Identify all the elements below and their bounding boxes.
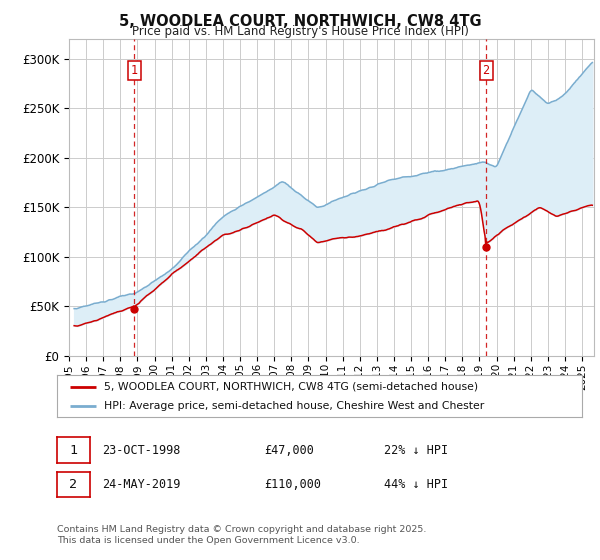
Text: 5, WOODLEA COURT, NORTHWICH, CW8 4TG (semi-detached house): 5, WOODLEA COURT, NORTHWICH, CW8 4TG (se… (104, 381, 478, 391)
Text: 24-MAY-2019: 24-MAY-2019 (102, 478, 181, 491)
Text: Contains HM Land Registry data © Crown copyright and database right 2025.
This d: Contains HM Land Registry data © Crown c… (57, 525, 427, 545)
Text: 1: 1 (70, 444, 77, 457)
Text: 5, WOODLEA COURT, NORTHWICH, CW8 4TG: 5, WOODLEA COURT, NORTHWICH, CW8 4TG (119, 14, 481, 29)
Text: 22% ↓ HPI: 22% ↓ HPI (384, 444, 448, 457)
Text: HPI: Average price, semi-detached house, Cheshire West and Chester: HPI: Average price, semi-detached house,… (104, 401, 485, 411)
Text: £47,000: £47,000 (264, 444, 314, 457)
Text: 2: 2 (482, 64, 490, 77)
Text: £110,000: £110,000 (264, 478, 321, 491)
Text: Price paid vs. HM Land Registry's House Price Index (HPI): Price paid vs. HM Land Registry's House … (131, 25, 469, 38)
Text: 44% ↓ HPI: 44% ↓ HPI (384, 478, 448, 491)
Text: 2: 2 (70, 478, 77, 491)
Text: 23-OCT-1998: 23-OCT-1998 (102, 444, 181, 457)
Text: 1: 1 (131, 64, 138, 77)
